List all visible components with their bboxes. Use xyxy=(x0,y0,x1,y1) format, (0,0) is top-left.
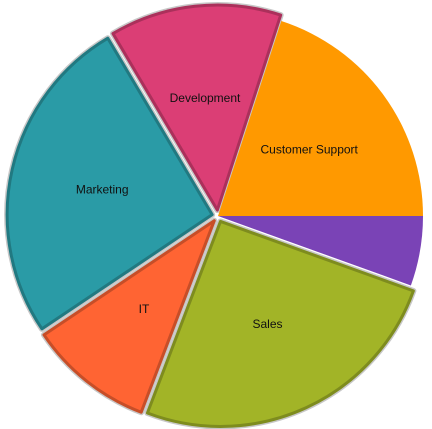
slice-label-sales: Sales xyxy=(252,317,282,331)
slices xyxy=(5,3,423,428)
slice-label-development: Development xyxy=(170,91,241,105)
pie-slice-customer-support xyxy=(218,21,423,217)
slice-label-marketing: Marketing xyxy=(76,183,129,197)
slice-label-it: IT xyxy=(139,302,150,316)
pie-slice-unlabeled xyxy=(218,216,423,286)
slice-labels: Customer Support Development Marketing IT Sa… xyxy=(76,91,359,331)
pie-slice-marketing xyxy=(5,36,214,331)
pie-slice-development xyxy=(111,3,283,212)
slice-label-customer-support: Customer Support xyxy=(261,143,359,157)
pie-slice-sales xyxy=(145,219,415,428)
pie-slice-it xyxy=(42,219,216,414)
